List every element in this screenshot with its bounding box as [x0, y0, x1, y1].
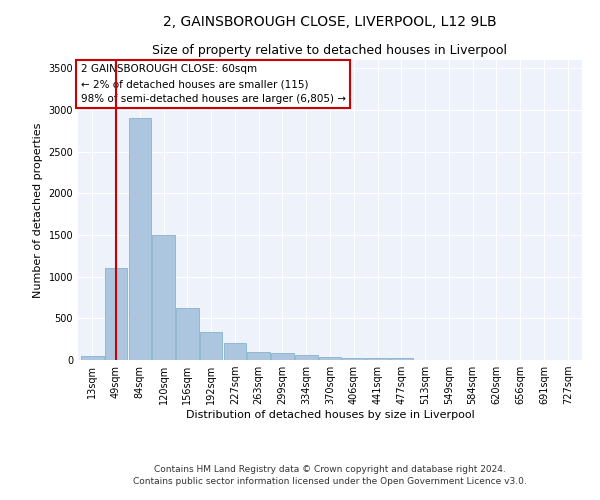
Bar [295, 355, 317, 360]
Text: 2, GAINSBOROUGH CLOSE, LIVERPOOL, L12 9LB: 2, GAINSBOROUGH CLOSE, LIVERPOOL, L12 9L… [163, 15, 497, 29]
Bar [128, 118, 151, 360]
Bar [366, 358, 389, 360]
Bar [105, 268, 127, 360]
Bar [176, 308, 199, 360]
Bar [81, 356, 104, 360]
Bar [200, 332, 223, 360]
Text: 2 GAINSBOROUGH CLOSE: 60sqm
← 2% of detached houses are smaller (115)
98% of sem: 2 GAINSBOROUGH CLOSE: 60sqm ← 2% of deta… [80, 64, 346, 104]
Bar [390, 358, 413, 360]
Bar [247, 352, 270, 360]
Bar [271, 352, 294, 360]
Text: Contains HM Land Registry data © Crown copyright and database right 2024.: Contains HM Land Registry data © Crown c… [154, 466, 506, 474]
Bar [319, 356, 341, 360]
Bar [224, 342, 246, 360]
Text: Contains public sector information licensed under the Open Government Licence v3: Contains public sector information licen… [133, 477, 527, 486]
Bar [343, 358, 365, 360]
Title: Size of property relative to detached houses in Liverpool: Size of property relative to detached ho… [152, 44, 508, 58]
Bar [152, 235, 175, 360]
X-axis label: Distribution of detached houses by size in Liverpool: Distribution of detached houses by size … [185, 410, 475, 420]
Y-axis label: Number of detached properties: Number of detached properties [33, 122, 43, 298]
